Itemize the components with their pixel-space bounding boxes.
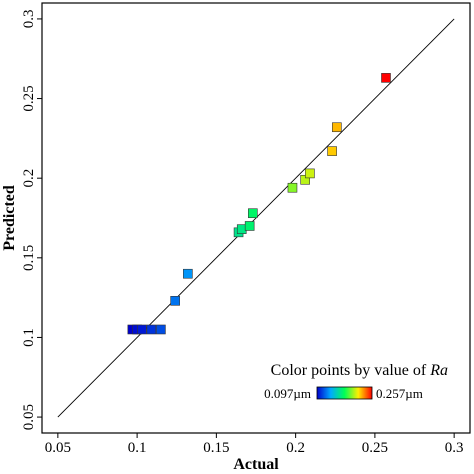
color-legend: Color points by value of Ra 0.097µm 0.25… xyxy=(264,362,448,401)
legend-title-variable: Ra xyxy=(429,362,448,379)
x-tick-label: 0.15 xyxy=(203,440,229,456)
x-tick-label: 0.3 xyxy=(445,440,464,456)
x-axis-ticks: 0.05 0.1 0.15 0.2 0.25 0.3 xyxy=(45,433,464,456)
data-point xyxy=(381,73,391,83)
y-axis-title: Predicted xyxy=(1,185,18,251)
y-tick-label: 0.05 xyxy=(21,404,37,430)
legend-title-text: Color points by value of xyxy=(271,362,431,379)
y-tick-label: 0.1 xyxy=(21,328,37,347)
x-tick-label: 0.2 xyxy=(286,440,305,456)
points-layer xyxy=(127,73,391,335)
y-tick-label: 0.25 xyxy=(21,85,37,111)
legend-color-bar xyxy=(316,386,373,400)
x-axis-title: Actual xyxy=(233,456,279,473)
data-point xyxy=(244,221,255,231)
data-point xyxy=(327,146,337,156)
data-point xyxy=(137,324,147,335)
data-point xyxy=(305,168,315,179)
legend-min-label: 0.097µm xyxy=(264,386,311,401)
y-tick-label: 0.15 xyxy=(21,245,37,271)
data-point xyxy=(183,268,193,279)
data-point xyxy=(248,208,258,219)
data-point xyxy=(156,324,166,335)
x-tick-label: 0.1 xyxy=(128,440,147,456)
x-tick-label: 0.25 xyxy=(362,440,388,456)
legend-title: Color points by value of Ra xyxy=(271,362,448,379)
x-tick-label: 0.05 xyxy=(45,440,71,456)
data-point xyxy=(170,296,180,306)
data-point xyxy=(332,122,342,133)
y-tick-label: 0.2 xyxy=(21,169,37,188)
plot-frame xyxy=(41,2,471,434)
y-tick-label: 0.3 xyxy=(21,10,37,29)
legend-max-label: 0.257µm xyxy=(376,386,423,401)
y-axis-ticks: 0.05 0.1 0.15 0.2 0.25 0.3 xyxy=(21,10,42,430)
data-point xyxy=(287,182,298,193)
data-point xyxy=(146,324,157,335)
